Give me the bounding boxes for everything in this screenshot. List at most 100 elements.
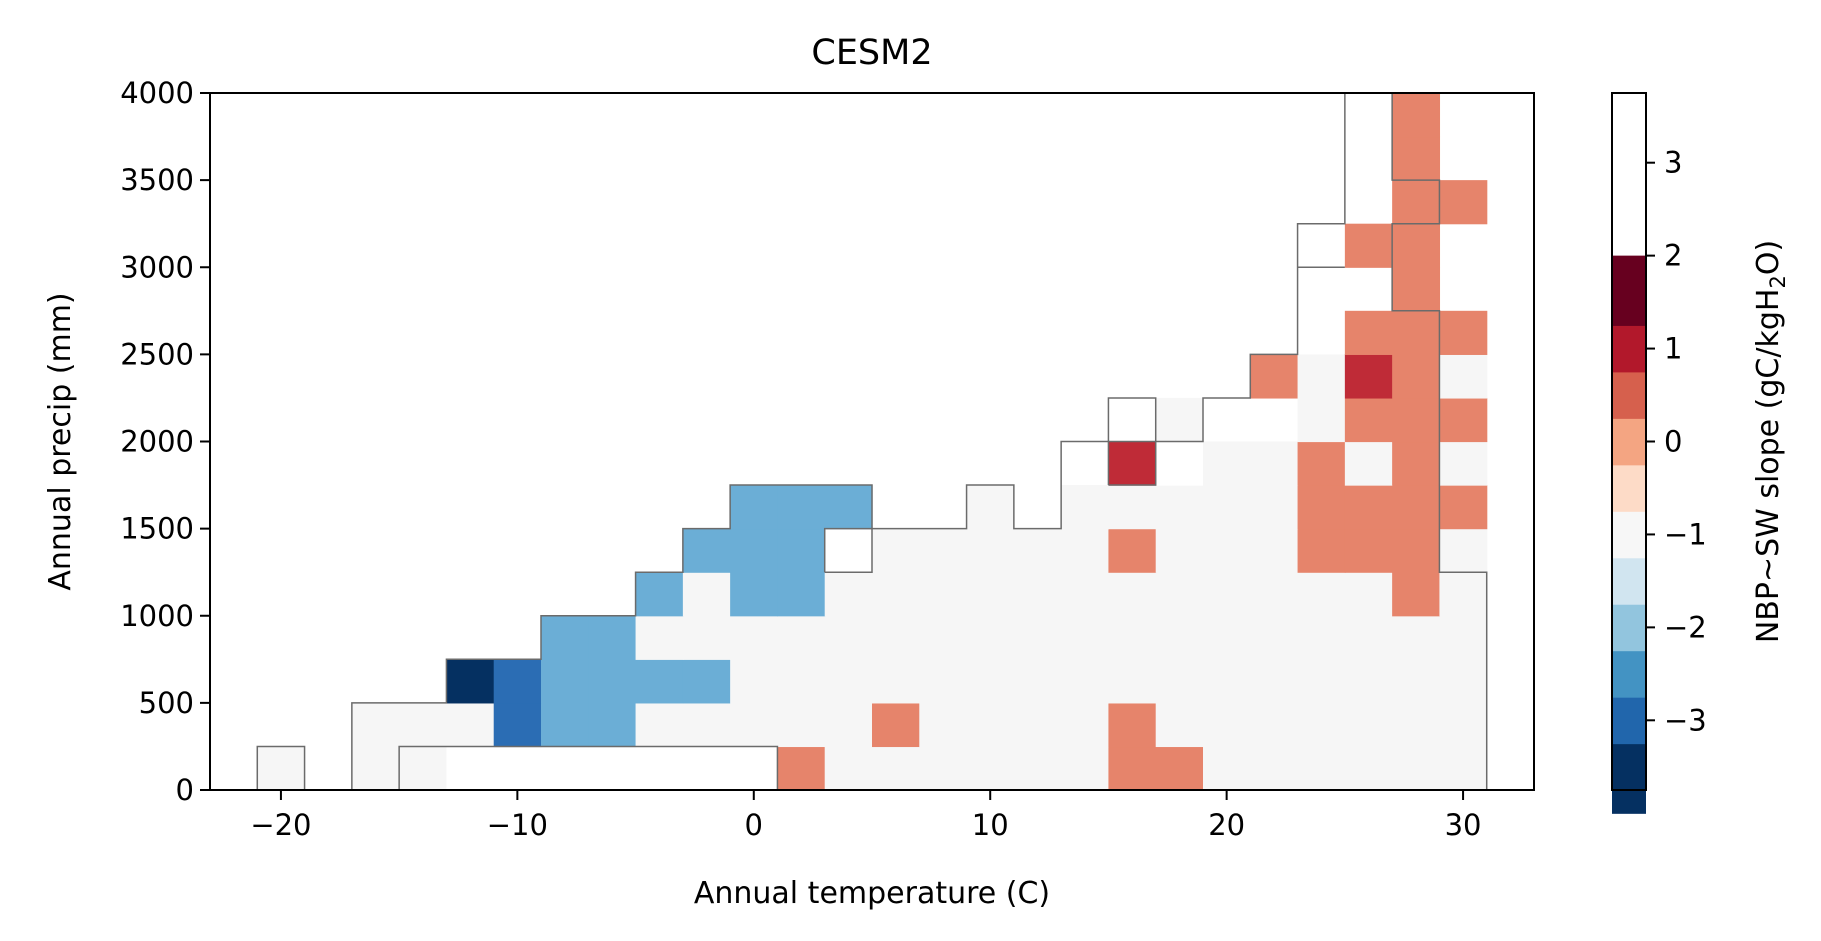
heatmap-cell [872, 572, 920, 617]
heatmap-cell [1203, 572, 1251, 617]
heatmap-cell [872, 702, 920, 748]
heatmap-cell [1013, 528, 1062, 573]
heatmap-cell [872, 659, 920, 704]
heatmap-cell [1344, 615, 1393, 660]
heatmap-cell [1108, 615, 1157, 660]
colorbar-tick-label: 0 [1664, 425, 1682, 459]
heatmap-cell [1155, 441, 1204, 486]
x-tick-label: 30 [1445, 808, 1482, 842]
heatmap-cell [1439, 485, 1488, 530]
heatmap-cell [1297, 441, 1346, 486]
y-tick-label: 3500 [120, 163, 194, 197]
x-tick-label: −10 [487, 808, 548, 842]
heatmap-cell [1297, 572, 1346, 617]
outline-segment [823, 527, 873, 573]
outline-segment [351, 92, 1488, 790]
heatmap-cell [1155, 615, 1204, 660]
heatmap-cell [1061, 702, 1110, 748]
heatmap-cell [777, 572, 826, 617]
heatmap-cell [1344, 702, 1393, 748]
x-tick-label: −20 [250, 808, 311, 842]
heatmap-cell [1344, 354, 1393, 399]
heatmap-cell [1250, 528, 1299, 573]
heatmap-cell [730, 702, 779, 748]
heatmap-cell [446, 746, 495, 791]
heatmap-cell [1392, 659, 1441, 704]
heatmap-cell [1392, 354, 1441, 399]
heatmap-cell [824, 485, 873, 530]
heatmap-cell [541, 702, 589, 748]
colorbar-swatch [1612, 604, 1646, 652]
colorbar-tick-label: −2 [1664, 610, 1707, 644]
colorbar-swatch [1612, 371, 1646, 419]
colorbar-label-text: NBP~SW slope (gC/kgH [1751, 289, 1786, 644]
heatmap-cell [777, 485, 826, 530]
heatmap-cell [446, 659, 495, 704]
heatmap-cell [1344, 397, 1393, 443]
colorbar-label-subscript: 2 [1766, 275, 1790, 288]
heatmap-cell [1203, 702, 1251, 748]
heatmap-cell [257, 746, 306, 791]
heatmap-cell [1344, 310, 1393, 355]
chart-title: CESM2 [811, 33, 932, 73]
colorbar-swatch [1612, 418, 1646, 466]
heatmap-cell [541, 659, 589, 704]
heatmap-cell [1297, 354, 1346, 399]
heatmap-cell [1297, 528, 1346, 573]
heatmap-cell [1392, 746, 1441, 791]
heatmap-cell [588, 659, 637, 704]
heatmap-cell [1392, 397, 1441, 443]
heatmap-cell [966, 615, 1015, 660]
heatmap-cell [966, 528, 1015, 573]
heatmap-cell [1108, 702, 1157, 748]
heatmap-cell [682, 702, 731, 748]
heatmap-cell [635, 702, 684, 748]
heatmap-cell [1344, 441, 1393, 486]
heatmap-cell [351, 746, 400, 791]
heatmap-cell [1392, 441, 1441, 486]
heatmap-cell [304, 746, 353, 791]
heatmap-cell [1250, 746, 1299, 791]
heatmap-cell [1439, 746, 1488, 791]
heatmap-cell [493, 659, 542, 704]
heatmap-cell [1392, 310, 1441, 355]
heatmap-cell [824, 746, 873, 791]
heatmap-cell [1155, 702, 1204, 748]
heatmap-cell [1392, 615, 1441, 660]
heatmap-cell [682, 572, 731, 617]
heatmap-cell [777, 615, 826, 660]
x-axis-label: Annual temperature (C) [694, 876, 1050, 911]
heatmap-cell [588, 702, 637, 748]
heatmap-cell [730, 528, 779, 573]
colorbar-swatch [1612, 325, 1646, 373]
colorbar-swatch [1612, 557, 1646, 605]
heatmap-cell [1344, 223, 1393, 268]
heatmap-cell [1439, 659, 1488, 704]
heatmap-cell [635, 572, 684, 617]
heatmap-cell [824, 528, 873, 573]
heatmap-cell [635, 746, 684, 791]
colorbar-tick-label: 1 [1664, 332, 1682, 366]
colorbar-swatch [1612, 743, 1646, 814]
heatmap-cell [1203, 746, 1251, 791]
heatmap-cell [730, 659, 779, 704]
heatmap-cell [1392, 572, 1441, 617]
colorbar-swatch [1612, 464, 1646, 512]
heatmap-cell [351, 702, 400, 748]
y-axis-label: Annual precip (mm) [43, 292, 78, 590]
outline-segment [398, 745, 779, 790]
heatmap-cell [1013, 659, 1062, 704]
heatmap-cell [919, 702, 968, 748]
heatmap-cell [1250, 659, 1299, 704]
data-outline [256, 92, 1488, 790]
heatmap-cell [1250, 615, 1299, 660]
heatmap-cell [1203, 528, 1251, 573]
colorbar-tick-label: −3 [1664, 703, 1707, 737]
x-tick-label: 10 [972, 808, 1009, 842]
heatmap-cell [1250, 485, 1299, 530]
colorbar-swatch [1612, 511, 1646, 559]
heatmap-cell [1061, 572, 1110, 617]
heatmap-cell [777, 746, 826, 791]
heatmap-cell [919, 528, 968, 573]
heatmap-cell [824, 572, 873, 617]
